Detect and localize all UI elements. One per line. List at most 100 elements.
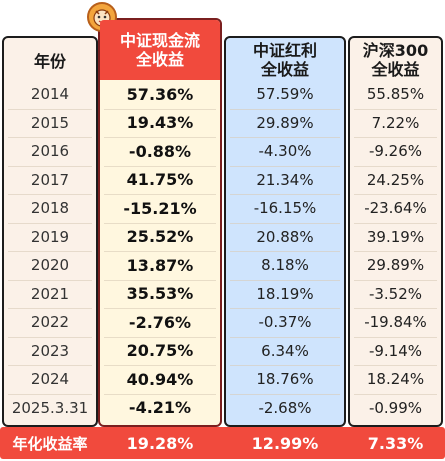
hs300-cell: 18.24% bbox=[366, 370, 425, 389]
row-divider bbox=[8, 251, 92, 252]
table-row: 2016 -0.88% -4.30% -9.26% bbox=[0, 137, 445, 166]
row-divider bbox=[104, 108, 216, 110]
hs300-cell: -19.84% bbox=[364, 313, 427, 332]
cashflow-cell: 40.94% bbox=[126, 369, 194, 389]
table-row: 2023 20.75% 6.34% -9.14% bbox=[0, 336, 445, 366]
row-divider bbox=[354, 393, 437, 395]
table-row: 2025.3.31 -4.21% -2.68% -0.99% bbox=[0, 393, 445, 423]
hs300-cell: -9.26% bbox=[368, 142, 423, 161]
year-cell: 2014 bbox=[30, 85, 70, 104]
row-divider bbox=[104, 165, 216, 167]
year-cell: 2021 bbox=[30, 284, 70, 303]
row-divider bbox=[8, 108, 92, 110]
footer-hs300-value: 7.33% bbox=[367, 433, 424, 453]
header-dividend-line1: 中证红利 bbox=[252, 41, 317, 60]
row-divider bbox=[354, 108, 437, 110]
header-hs300-line2: 全收益 bbox=[371, 60, 420, 79]
hs300-cell: 7.22% bbox=[371, 113, 420, 132]
hs300-cell: 24.25% bbox=[366, 170, 425, 189]
row-divider bbox=[104, 393, 216, 395]
row-divider bbox=[230, 222, 340, 224]
dividend-cell: 57.59% bbox=[256, 85, 314, 104]
row-divider bbox=[354, 365, 437, 366]
cashflow-cell: -15.21% bbox=[123, 198, 197, 218]
row-divider bbox=[230, 393, 340, 395]
hs300-cell: -3.52% bbox=[368, 284, 423, 303]
row-divider bbox=[230, 165, 340, 167]
table-row: 2018 -15.21% -16.15% -23.64% bbox=[0, 194, 445, 223]
hs300-cell: 55.85% bbox=[366, 85, 425, 104]
header-hs300-line1: 沪深300 bbox=[362, 41, 429, 60]
cashflow-cell: 57.36% bbox=[126, 84, 194, 104]
row-divider bbox=[230, 108, 340, 110]
footer-dividend-value: 12.99% bbox=[251, 433, 319, 453]
dividend-column-card bbox=[224, 36, 346, 427]
dividend-cell: 20.88% bbox=[256, 227, 314, 246]
table-row: 2017 41.75% 21.34% 24.25% bbox=[0, 165, 445, 195]
hs300-column-card bbox=[348, 36, 443, 427]
year-cell: 2018 bbox=[30, 199, 70, 218]
row-divider bbox=[354, 336, 437, 338]
annualized-return-row: 年化收益率 19.28% 12.99% 7.33% bbox=[0, 427, 445, 459]
row-divider bbox=[8, 279, 92, 281]
dividend-cell: 29.89% bbox=[256, 113, 314, 132]
cashflow-cell: 20.75% bbox=[126, 341, 194, 361]
cashflow-cell: -4.21% bbox=[128, 398, 192, 418]
row-divider bbox=[354, 251, 437, 252]
dividend-cell: -2.68% bbox=[258, 398, 312, 417]
header-dividend-line2: 全收益 bbox=[260, 60, 309, 79]
hs300-cell: -9.14% bbox=[368, 341, 423, 360]
header-cashflow: 中证现金流 全收益 bbox=[100, 20, 220, 80]
row-divider bbox=[230, 279, 340, 281]
table-row: 2015 19.43% 29.89% 7.22% bbox=[0, 108, 445, 138]
cashflow-cell: -0.88% bbox=[128, 141, 192, 161]
dividend-cell: 8.18% bbox=[261, 256, 309, 275]
year-column-card bbox=[2, 36, 98, 427]
row-divider bbox=[104, 194, 216, 195]
row-divider bbox=[230, 365, 340, 366]
header-cashflow-line1: 中证现金流 bbox=[119, 31, 200, 50]
footer-label: 年化收益率 bbox=[12, 434, 88, 453]
year-cell: 2020 bbox=[30, 256, 70, 275]
row-divider bbox=[8, 336, 92, 338]
hs300-cell: 39.19% bbox=[366, 227, 425, 246]
hs300-cell: -23.64% bbox=[364, 199, 427, 218]
row-divider bbox=[8, 365, 92, 366]
year-cell: 2019 bbox=[30, 227, 70, 246]
year-cell: 2015 bbox=[30, 113, 70, 132]
cashflow-cell: -2.76% bbox=[128, 312, 192, 332]
row-divider bbox=[354, 137, 437, 138]
table-row: 2022 -2.76% -0.37% -19.84% bbox=[0, 308, 445, 337]
row-divider bbox=[8, 393, 92, 395]
header-cashflow-line2: 全收益 bbox=[135, 50, 184, 69]
table-row: 2020 13.87% 8.18% 29.89% bbox=[0, 251, 445, 280]
dividend-cell: -0.37% bbox=[258, 313, 312, 332]
row-divider bbox=[354, 222, 437, 224]
dividend-cell: 18.76% bbox=[256, 370, 314, 389]
row-divider bbox=[104, 279, 216, 281]
table-row: 2024 40.94% 18.76% 18.24% bbox=[0, 365, 445, 394]
year-cell: 2017 bbox=[30, 170, 70, 189]
row-divider bbox=[230, 308, 340, 309]
dividend-cell: 6.34% bbox=[261, 341, 309, 360]
year-cell: 2016 bbox=[30, 142, 70, 161]
dividend-cell: -4.30% bbox=[258, 142, 312, 161]
header-year-label: 年份 bbox=[33, 51, 66, 71]
cashflow-cell: 13.87% bbox=[126, 255, 194, 275]
table-row: 2014 57.36% 57.59% 55.85% bbox=[0, 80, 445, 109]
table-row: 2019 25.52% 20.88% 39.19% bbox=[0, 222, 445, 252]
year-cell: 2023 bbox=[30, 341, 70, 360]
header-hs300: 沪深300 全收益 bbox=[350, 40, 441, 80]
footer-cashflow-value: 19.28% bbox=[126, 433, 194, 453]
table-row: 2021 35.53% 18.19% -3.52% bbox=[0, 279, 445, 309]
row-divider bbox=[230, 137, 340, 138]
cashflow-cell: 19.43% bbox=[126, 113, 194, 133]
row-divider bbox=[354, 194, 437, 195]
header-dividend: 中证红利 全收益 bbox=[226, 40, 344, 80]
row-divider bbox=[8, 222, 92, 224]
row-divider bbox=[104, 336, 216, 338]
row-divider bbox=[104, 137, 216, 138]
header-year: 年份 bbox=[4, 46, 96, 76]
row-divider bbox=[8, 137, 92, 138]
row-divider bbox=[230, 251, 340, 252]
